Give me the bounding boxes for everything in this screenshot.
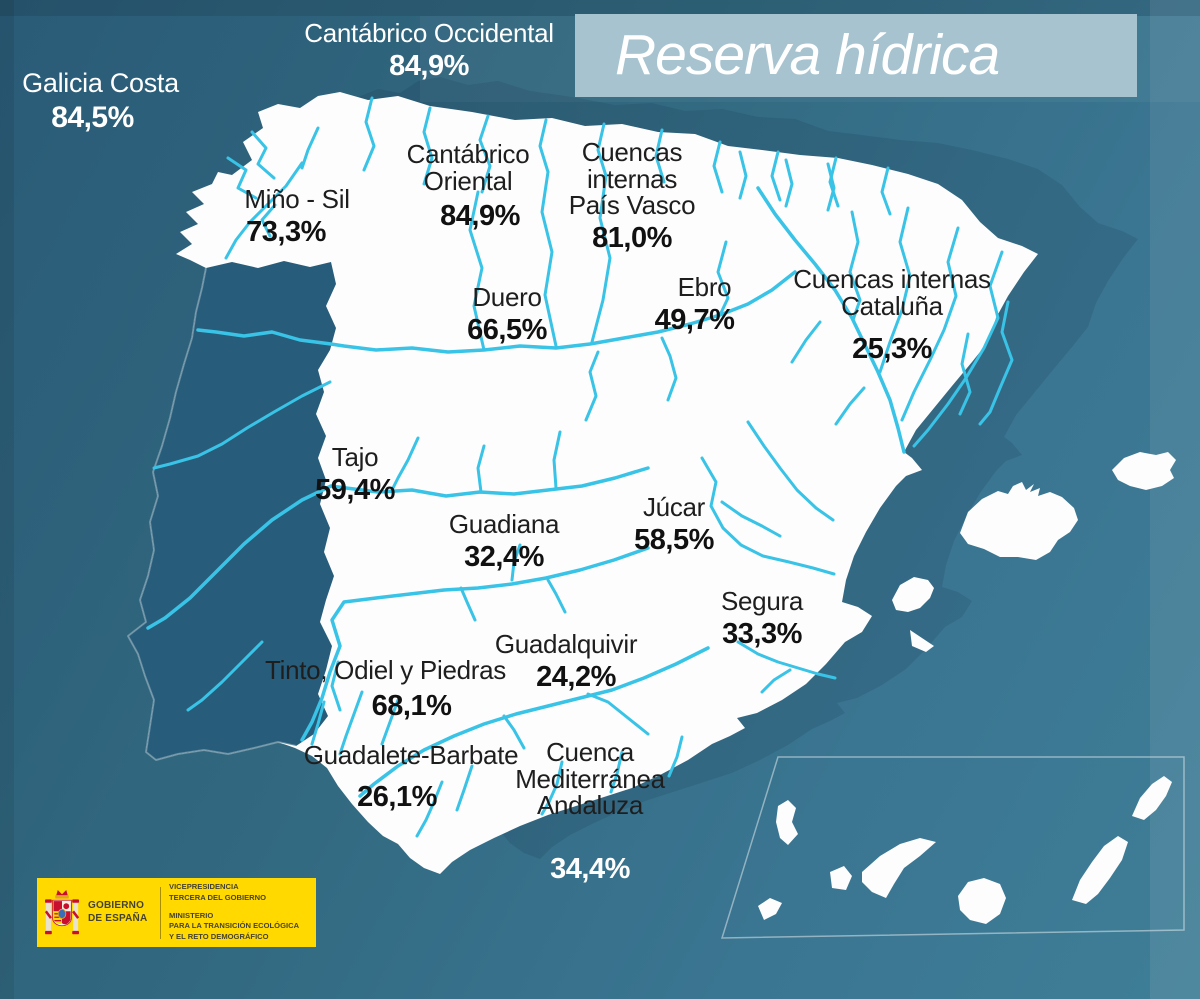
basin-label-cataluna: Cuencas internas Cataluña 25,3% <box>793 264 991 366</box>
ibiza-island <box>892 577 934 612</box>
menorca-island <box>1112 452 1176 490</box>
basin-label-guadiana: Guadiana 32,4% <box>448 509 560 573</box>
basin-label-tinto-odiel-piedras: Tinto, Odiel y Piedras 68,1% <box>265 655 506 722</box>
fuerteventura-island <box>1072 836 1128 904</box>
basin-label-ebro: Ebro 49,7% <box>654 272 735 336</box>
basin-label-mediterranea-andaluza: Cuenca Mediterránea Andaluza 34,4% <box>515 737 665 885</box>
balearic-islands <box>892 452 1176 652</box>
tenerife-island <box>862 838 936 898</box>
basin-label-mino-sil: Miño - Sil 73,3% <box>244 184 350 248</box>
canary-islands-inset <box>720 756 1185 939</box>
ministry-gap <box>169 904 299 911</box>
formentera-island <box>910 630 934 652</box>
mallorca-island <box>960 482 1078 560</box>
logo-divider <box>160 886 161 939</box>
lanzarote-island <box>1132 776 1172 820</box>
gobierno-de-espana-label: GOBIERNO DE ESPAÑA <box>88 900 148 924</box>
gran-canaria-island <box>958 878 1006 924</box>
portugal-coastline <box>127 267 297 761</box>
basin-label-cantabrico-occidental: Cantábrico Occidental 84,9% <box>304 18 554 82</box>
basin-label-guadalete-barbate: Guadalete-Barbate 26,1% <box>303 740 519 813</box>
title-banner: Reserva hídrica <box>575 14 1137 97</box>
ministry-block: VICEPRESIDENCIA TERCERA DEL GOBIERNO MIN… <box>169 882 299 942</box>
basin-label-guadalquivir: Guadalquivir 24,2% <box>494 629 638 693</box>
basin-label-jucar: Júcar 58,5% <box>634 492 714 556</box>
vicepresidencia-label: VICEPRESIDENCIA TERCERA DEL GOBIERNO <box>169 882 267 903</box>
page-title: Reserva hídrica <box>615 23 1000 87</box>
river-network <box>146 96 1014 838</box>
portugal-silhouette <box>128 261 336 760</box>
inset-border <box>720 756 1185 939</box>
la-gomera-island <box>830 866 852 890</box>
basin-label-pais-vasco: Cuencas internas País Vasco 81,0% <box>568 137 696 254</box>
ministerio-label: MINISTERIO PARA LA TRANSICIÓN ECOLÓGICA … <box>169 910 300 941</box>
basin-label-cantabrico-oriental: Cantábrico Oriental 84,9% <box>406 139 530 233</box>
government-logo: GOBIERNO DE ESPAÑA VICEPRESIDENCIA TERCE… <box>37 878 316 947</box>
la-palma-island <box>776 800 798 845</box>
el-hierro-island <box>758 898 782 920</box>
basin-label-tajo: Tajo 59,4% <box>315 442 395 506</box>
iberian-peninsula <box>128 92 1038 874</box>
basin-label-galicia-costa: Galicia Costa 84,5% <box>22 68 179 134</box>
spain-coat-of-arms-icon <box>45 889 79 934</box>
basin-label-segura: Segura 33,3% <box>720 586 804 650</box>
basin-label-duero: Duero 66,5% <box>467 282 547 346</box>
